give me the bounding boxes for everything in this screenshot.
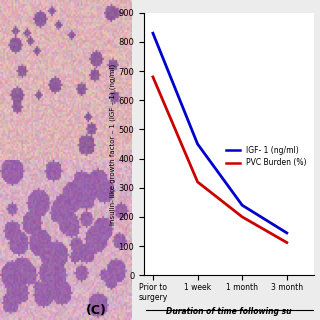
Legend: IGF- 1 (ng/ml), PVC Burden (%): IGF- 1 (ng/ml), PVC Burden (%) [223,143,310,171]
Y-axis label: Insulin- like growth factor – 1 (IGF – 1) (ng/ml): Insulin- like growth factor – 1 (IGF – 1… [109,63,116,225]
Text: (C): (C) [85,304,107,317]
Text: Duration of time following su: Duration of time following su [166,307,292,316]
